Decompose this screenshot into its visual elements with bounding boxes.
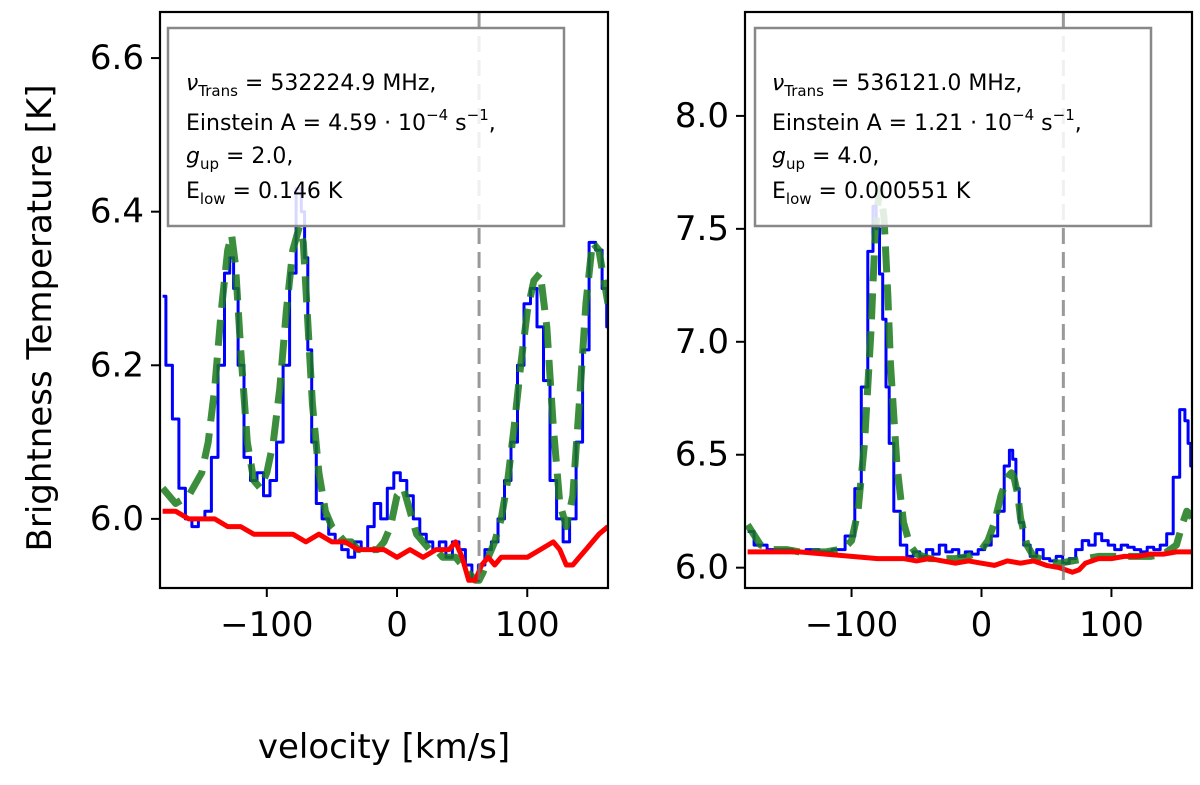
- left-e-sub: low: [200, 190, 226, 208]
- left-einstein-exp: −4: [426, 106, 448, 124]
- right-ytick-label: 7.5: [675, 209, 729, 249]
- left-einstein-unit: s: [448, 111, 466, 136]
- left-panel: Brightness Temperature [K] velocity [km/…: [20, 10, 610, 767]
- left-baseline-line: [162, 508, 608, 583]
- right-e-value: = 0.000551 K: [812, 179, 971, 204]
- right-xtick-label: 100: [1079, 605, 1144, 645]
- right-nu-value: = 536121.0 MHz,: [824, 71, 1022, 96]
- right-einstein-prefix: Einstein A = 1.21 · 10: [772, 111, 1012, 136]
- right-baseline-line: [747, 549, 1192, 575]
- left-nu-symbol: ν: [186, 71, 198, 96]
- left-xlabel: velocity [km/s]: [258, 727, 510, 767]
- left-nu-value: = 532224.9 MHz,: [238, 71, 436, 96]
- left-ytick-label: 6.0: [90, 499, 144, 539]
- left-einstein-prefix: Einstein A = 4.59 · 10: [186, 111, 426, 136]
- right-einstein-end: ,: [1075, 111, 1082, 136]
- left-einstein-end: ,: [489, 111, 496, 136]
- left-plot-area: [160, 12, 608, 588]
- right-xtick-label: 0: [971, 605, 993, 645]
- left-annotation-frame: [166, 26, 566, 228]
- left-g-symbol: g: [186, 144, 200, 169]
- right-ytick-label: 8.0: [675, 96, 729, 136]
- right-einstein-unit-exp: −1: [1053, 106, 1075, 124]
- left-g-sub: up: [200, 155, 219, 173]
- right-ytick-label: 6.5: [675, 435, 729, 475]
- left-ann-einstein: Einstein A = 4.59 · 10−4 s−1,: [186, 106, 496, 136]
- left-ytick-label: 6.4: [90, 192, 144, 232]
- left-xtick-label: 0: [386, 605, 408, 645]
- right-ann-elow: Elow = 0.000551 K: [772, 179, 971, 208]
- left-ann-nu: νTrans = 532224.9 MHz,: [186, 71, 436, 100]
- left-ann-gup: gup = 2.0,: [186, 144, 293, 173]
- right-ytick-label: 6.0: [675, 548, 729, 588]
- right-einstein-exp: −4: [1012, 106, 1034, 124]
- right-annotation-box: νTrans = 536121.0 MHz, Einstein A = 1.21…: [753, 26, 1153, 228]
- right-ann-einstein: Einstein A = 1.21 · 10−4 s−1,: [772, 106, 1082, 136]
- left-nu-sub: Trans: [197, 82, 238, 100]
- right-e-symbol: E: [772, 179, 786, 204]
- left-xtick-label: −100: [220, 605, 313, 645]
- left-plot-frame: [158, 10, 610, 590]
- right-einstein-unit: s: [1034, 111, 1052, 136]
- right-ann-nu: νTrans = 536121.0 MHz,: [772, 71, 1022, 100]
- right-nu-sub: Trans: [783, 82, 824, 100]
- right-g-symbol: g: [772, 144, 786, 169]
- right-plot-frame: [743, 10, 1194, 590]
- left-xtick-label: 100: [495, 605, 560, 645]
- right-xtick-label: −100: [805, 605, 898, 645]
- right-ytick-label: 7.0: [675, 322, 729, 362]
- right-g-sub: up: [786, 155, 805, 173]
- right-annotation-frame: [753, 26, 1153, 228]
- left-ylabel: Brightness Temperature [K]: [20, 85, 60, 552]
- left-model-line: [160, 223, 608, 584]
- right-model-line: [745, 184, 1192, 567]
- left-ytick-label: 6.6: [90, 38, 144, 78]
- left-g-value: = 2.0,: [219, 144, 293, 169]
- right-panel: νTrans = 536121.0 MHz, Einstein A = 1.21…: [675, 10, 1194, 645]
- right-ann-gup: gup = 4.0,: [772, 144, 879, 173]
- left-e-symbol: E: [186, 179, 200, 204]
- left-einstein-unit-exp: −1: [467, 106, 489, 124]
- left-annotation-box: νTrans = 532224.9 MHz, Einstein A = 4.59…: [166, 26, 566, 228]
- left-e-value: = 0.146 K: [226, 179, 343, 204]
- right-g-value: = 4.0,: [805, 144, 879, 169]
- left-ytick-label: 6.2: [90, 345, 144, 385]
- right-nu-symbol: ν: [772, 71, 784, 96]
- left-ann-elow: Elow = 0.146 K: [186, 179, 343, 208]
- right-observed-line: [747, 204, 1192, 565]
- right-e-sub: low: [786, 190, 812, 208]
